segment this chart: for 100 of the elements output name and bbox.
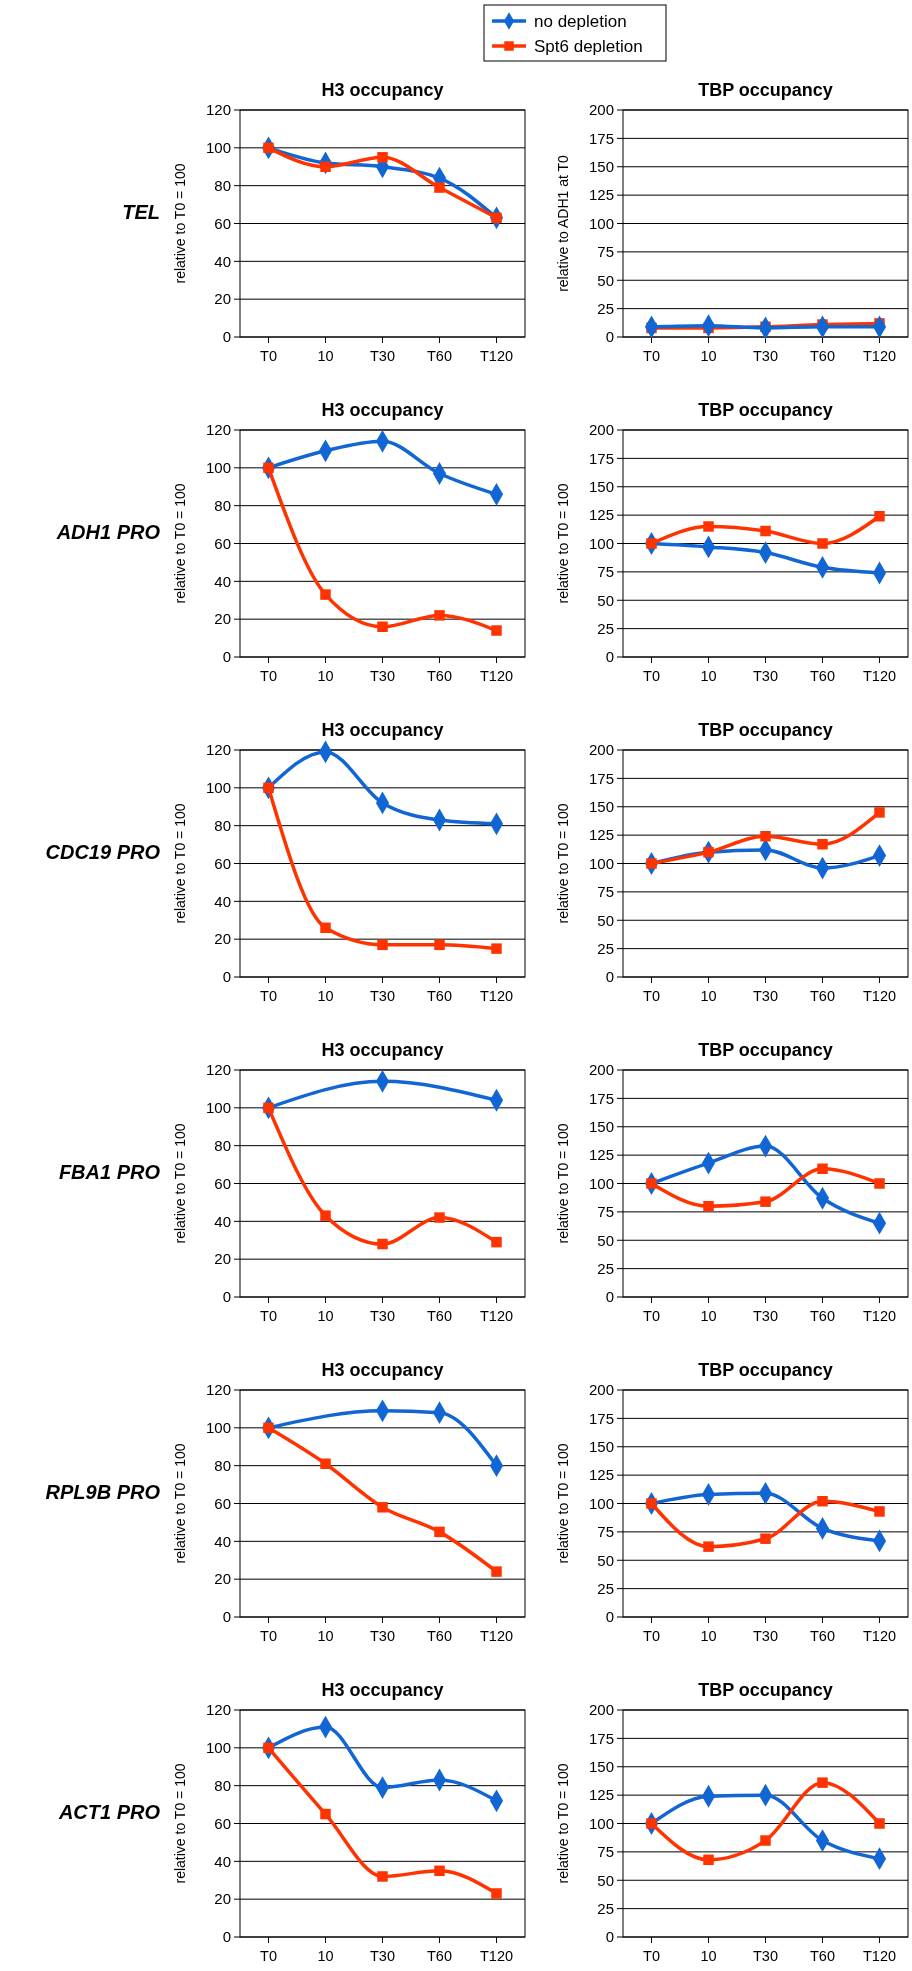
y-tick-label: 60 — [214, 534, 231, 552]
point — [434, 1212, 445, 1223]
y-tick-label: 100 — [205, 1419, 231, 1437]
y-tick-label: 20 — [214, 1250, 231, 1268]
y-tick-label: 150 — [588, 1118, 614, 1135]
x-tick-label: T0 — [643, 668, 660, 684]
y-tick-label: 40 — [214, 572, 231, 590]
y-axis-title: relative to T0 = 100 — [555, 1763, 571, 1884]
point — [760, 1835, 771, 1846]
x-tick-label: T0 — [260, 1628, 277, 1644]
x-tick-label: 10 — [317, 1628, 334, 1644]
x-tick-label: T0 — [260, 1308, 277, 1324]
chart-title: H3 occupancy — [321, 1680, 444, 1700]
y-tick-label: 60 — [214, 1494, 231, 1512]
chart-title: H3 occupancy — [321, 720, 444, 740]
y-axis-title: relative to T0 = 100 — [555, 483, 571, 604]
y-tick-label: 150 — [588, 1758, 614, 1775]
x-tick-label: 10 — [317, 348, 334, 364]
y-tick-label: 25 — [597, 619, 614, 637]
y-tick-label: 0 — [605, 648, 614, 666]
x-tick-label: T60 — [427, 668, 452, 684]
point — [760, 1196, 771, 1207]
x-tick-label: T30 — [370, 668, 395, 684]
y-axis-title: relative to T0 = 100 — [172, 1763, 188, 1884]
point — [377, 939, 388, 951]
y-tick-label: 100 — [588, 854, 614, 872]
y-tick-label: 50 — [597, 1871, 614, 1889]
x-tick-label: T30 — [753, 668, 778, 684]
chart-title: H3 occupancy — [321, 1040, 444, 1060]
y-tick-label: 125 — [588, 826, 614, 844]
y-tick-label: 120 — [205, 741, 231, 759]
y-tick-label: 120 — [205, 1381, 231, 1399]
chart-title: H3 occupancy — [321, 80, 444, 100]
x-tick-label: T120 — [862, 348, 897, 364]
y-tick-label: 175 — [588, 1729, 614, 1747]
point — [377, 152, 388, 163]
x-tick-label: T0 — [643, 1628, 660, 1644]
y-axis-title: relative to T0 = 100 — [555, 803, 571, 924]
y-axis-title: relative to T0 = 100 — [172, 1123, 188, 1244]
y-tick-label: 125 — [588, 1146, 614, 1164]
y-tick-label: 75 — [597, 243, 614, 261]
y-tick-label: 50 — [597, 1231, 614, 1249]
point — [703, 1854, 714, 1866]
y-tick-label: 75 — [597, 563, 614, 581]
y-tick-label: 0 — [222, 1928, 231, 1946]
text: TEL — [122, 200, 160, 223]
x-tick-label: T30 — [370, 1948, 395, 1964]
legend-label: Spt6 depletion — [534, 36, 643, 56]
x-tick-label: T30 — [370, 988, 395, 1004]
x-tick-label: T120 — [479, 988, 514, 1004]
x-tick-label: 10 — [317, 668, 334, 684]
point — [817, 1777, 828, 1788]
text: CDC19 PRO — [45, 840, 161, 863]
x-tick-label: T30 — [753, 1308, 778, 1324]
point — [377, 1238, 388, 1250]
x-tick-label: T60 — [810, 988, 835, 1004]
y-tick-label: 80 — [214, 496, 231, 514]
x-tick-label: T30 — [370, 1308, 395, 1324]
y-tick-label: 40 — [214, 252, 231, 270]
y-tick-label: 120 — [205, 421, 231, 439]
y-tick-label: 200 — [588, 1061, 614, 1079]
y-tick-label: 75 — [597, 1203, 614, 1221]
y-tick-label: 80 — [214, 1136, 231, 1154]
y-tick-label: 175 — [588, 1409, 614, 1427]
y-tick-label: 120 — [205, 101, 231, 119]
x-tick-label: 10 — [317, 988, 334, 1004]
x-tick-label: 10 — [700, 1308, 717, 1324]
x-tick-label: T30 — [753, 1948, 778, 1964]
x-tick-label: T60 — [427, 1308, 452, 1324]
y-tick-label: 120 — [205, 1061, 231, 1079]
y-tick-label: 25 — [597, 1899, 614, 1917]
x-tick-label: T120 — [479, 348, 514, 364]
point — [320, 1458, 331, 1470]
point — [491, 1236, 502, 1248]
point — [434, 939, 445, 951]
y-tick-label: 20 — [214, 1890, 231, 1908]
y-tick-label: 0 — [222, 648, 231, 666]
point — [320, 589, 331, 600]
point — [817, 1495, 828, 1507]
x-tick-label: T30 — [370, 348, 395, 364]
y-tick-label: 100 — [205, 1739, 231, 1757]
point — [434, 1865, 445, 1877]
point — [491, 943, 502, 954]
y-tick-label: 20 — [214, 930, 231, 948]
y-tick-label: 75 — [597, 883, 614, 901]
y-tick-label: 0 — [605, 1928, 614, 1946]
point — [377, 1871, 388, 1882]
y-tick-label: 150 — [588, 158, 614, 175]
x-tick-label: T60 — [810, 1948, 835, 1964]
x-tick-label: T60 — [427, 988, 452, 1004]
text: FBA1 PRO — [58, 1160, 161, 1183]
y-tick-label: 150 — [588, 478, 614, 495]
y-axis-title: relative to ADH1 at T0 — [555, 154, 571, 292]
point — [874, 1178, 885, 1189]
point — [434, 182, 445, 193]
x-tick-label: T30 — [753, 348, 778, 364]
x-tick-label: T120 — [862, 668, 897, 684]
x-tick-label: T60 — [810, 1628, 835, 1644]
y-tick-label: 75 — [597, 1843, 614, 1861]
y-tick-label: 25 — [597, 939, 614, 957]
